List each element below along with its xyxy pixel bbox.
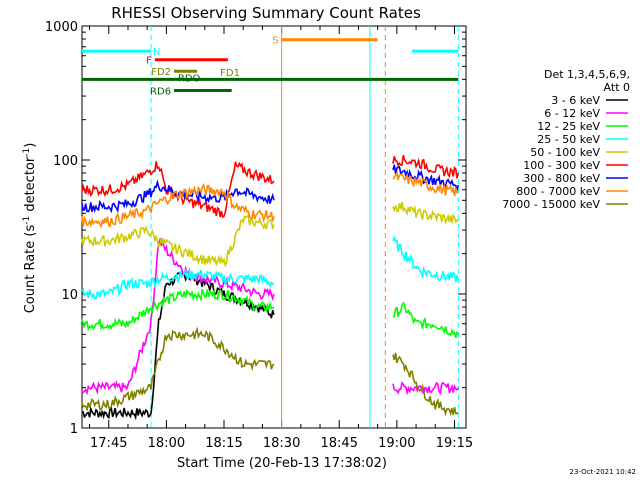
plot-area: 1 10 100 1000 17:45 18:00 18:15 18:30 18:45 19:00…	[45, 20, 473, 451]
series-line-2	[81, 288, 275, 332]
legend-label: 25 - 50 keV	[537, 133, 600, 146]
series-line-4	[392, 201, 459, 225]
series-line-3	[81, 268, 275, 300]
series-line-5	[81, 161, 275, 219]
x-tick-label: 17:45	[90, 436, 127, 451]
series-line-7	[392, 170, 459, 197]
legend-header-detectors: Det 1,3,4,5,6,9,	[544, 68, 630, 81]
legend-label: 6 - 12 keV	[544, 107, 600, 120]
flag-label-rd6: RD6	[150, 87, 171, 98]
legend-label: 50 - 100 keV	[530, 146, 600, 159]
series-line-6	[392, 164, 460, 194]
y-tick-label: 1000	[45, 20, 78, 35]
x-axis-label: Start Time (20-Feb-13 17:38:02)	[177, 456, 387, 471]
footer-date: 23-Oct-2021 10:42	[570, 468, 636, 476]
x-tick-label: 18:45	[321, 436, 358, 451]
x-tick-label: 18:15	[205, 436, 242, 451]
legend-label: 7000 - 15000 keV	[502, 198, 600, 211]
flag-label-f: F	[146, 56, 152, 67]
y-tick-label: 10	[61, 288, 78, 303]
y-tick-label: 100	[53, 154, 78, 169]
legend-label: 800 - 7000 keV	[516, 185, 600, 198]
x-tick-label: 19:00	[378, 436, 415, 451]
series-line-1	[81, 236, 275, 396]
series-line-2	[392, 301, 459, 338]
x-tick-label: 18:00	[148, 436, 185, 451]
plot-frame	[81, 25, 467, 429]
series-line-8	[392, 352, 459, 417]
legend-header-attenuator: Att 0	[604, 81, 630, 94]
series-line-8	[81, 326, 275, 412]
x-tick-label: 19:15	[436, 436, 473, 451]
chart-title: RHESSI Observing Summary Count Rates	[111, 4, 421, 22]
series-line-4	[81, 215, 275, 268]
y-tick-label: 1	[70, 422, 78, 437]
flag-label-fd1: FD1	[220, 68, 240, 79]
legend-label: 12 - 25 keV	[537, 120, 600, 133]
flag-label-s: S	[272, 36, 278, 47]
flag-label-fd2: FD2	[151, 67, 171, 78]
flag-label-n: N	[153, 47, 160, 58]
legend-label: 300 - 800 keV	[523, 172, 600, 185]
legend-label: 3 - 6 keV	[551, 94, 600, 107]
series-line-0	[81, 272, 275, 421]
legend-label: 100 - 300 keV	[523, 159, 600, 172]
series-line-3	[392, 235, 460, 283]
x-tick-label: 18:30	[263, 436, 300, 451]
series-line-5	[392, 154, 460, 179]
series-line-1	[392, 381, 459, 396]
flag-label-rdo: RDO	[178, 73, 201, 84]
series-line-7	[81, 182, 275, 229]
y-axis-label: Count Rate (s-1 detector-1)	[22, 143, 38, 314]
